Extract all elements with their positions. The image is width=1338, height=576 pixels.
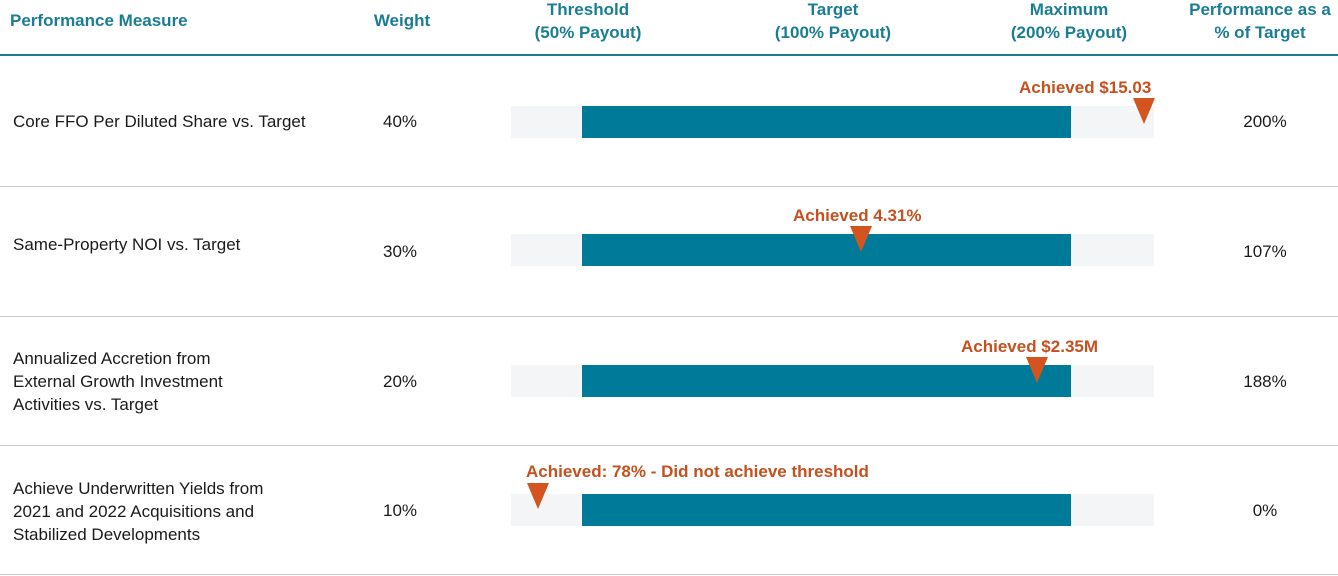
header-maximum: Maximum (200% Payout) bbox=[1010, 0, 1128, 42]
row-1-weight: 40% bbox=[382, 112, 418, 131]
row-1-target-bar bbox=[582, 106, 1071, 138]
row-4-achieved-label: Achieved: 78% - Did not achieve threshol… bbox=[526, 462, 869, 481]
row-4-divider bbox=[0, 574, 1338, 575]
row-4-performance: 0% bbox=[1252, 501, 1278, 520]
row-2-divider bbox=[0, 316, 1338, 317]
row-2-achieved-label: Achieved 4.31% bbox=[793, 206, 922, 225]
header-target: Target (100% Payout) bbox=[774, 0, 892, 42]
row-4-weight: 10% bbox=[382, 501, 418, 520]
row-3-achieved-marker bbox=[1025, 357, 1048, 383]
row-2-measure: Same-Property NOI vs. Target bbox=[13, 235, 241, 254]
row-1-measure: Core FFO Per Diluted Share vs. Target bbox=[13, 112, 306, 131]
header-performance-measure: Performance Measure bbox=[10, 11, 188, 30]
row-3-weight: 20% bbox=[382, 372, 418, 391]
row-3-divider bbox=[0, 445, 1338, 446]
row-2-weight: 30% bbox=[382, 242, 418, 261]
row-1-divider bbox=[0, 186, 1338, 187]
row-3-performance: 188% bbox=[1243, 372, 1287, 391]
row-1-achieved-label: Achieved $15.03 bbox=[1019, 78, 1152, 97]
row-3-target-bar bbox=[582, 365, 1071, 397]
header-weight: Weight bbox=[373, 11, 431, 30]
row-2-performance: 107% bbox=[1243, 242, 1287, 261]
row-4-target-bar bbox=[582, 494, 1071, 526]
row-4-achieved-marker bbox=[526, 483, 549, 509]
row-2-target-bar bbox=[582, 234, 1071, 266]
header-divider bbox=[0, 54, 1338, 56]
row-3-achieved-label: Achieved $2.35M bbox=[961, 337, 1099, 356]
row-4-measure: Achieve Underwritten Yields from 2021 an… bbox=[13, 479, 264, 544]
row-2-achieved-marker bbox=[849, 226, 872, 252]
header-threshold: Threshold (50% Payout) bbox=[534, 0, 642, 42]
header-performance: Performance as a % of Target bbox=[1189, 0, 1331, 42]
row-1-achieved-marker bbox=[1133, 98, 1156, 124]
row-1-performance: 200% bbox=[1243, 112, 1287, 131]
row-3-measure: Annualized Accretion from External Growt… bbox=[13, 349, 223, 414]
